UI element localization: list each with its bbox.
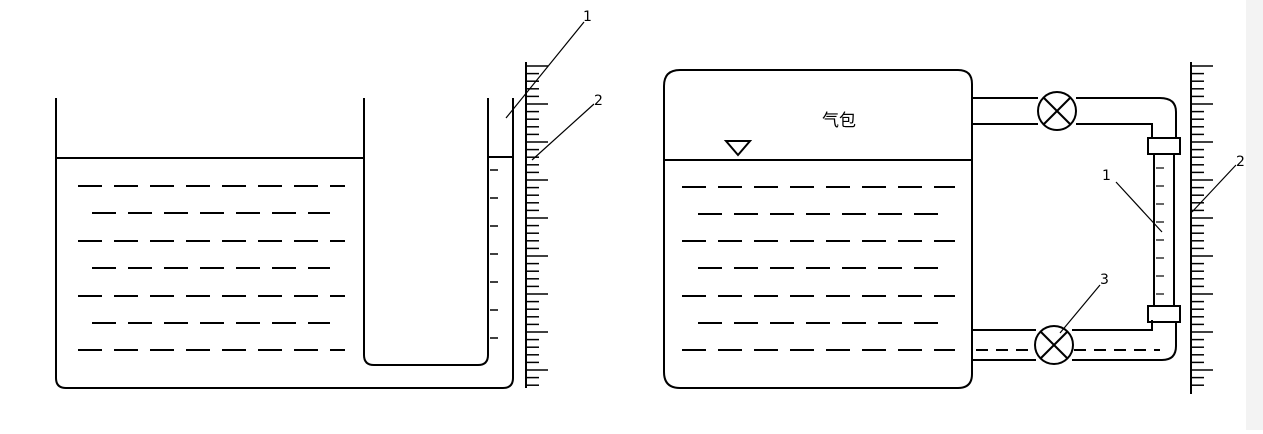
top-pipe-inner — [972, 123, 1153, 138]
left-callout-1-label: 1 — [583, 9, 592, 25]
right-callout-2: 2 — [1191, 154, 1245, 213]
left-gauge-ticks — [490, 169, 498, 339]
bottom-pipe-inner — [972, 320, 1153, 331]
right-callout-3: 3 — [1059, 272, 1109, 334]
left-callout-1: 1 — [505, 9, 592, 119]
top-pipe-outer — [972, 97, 1177, 138]
drum-body — [663, 69, 973, 389]
gauge-bottom-fitting — [1147, 305, 1181, 323]
left-callout-2: 2 — [531, 93, 603, 161]
right-callout-1-label: 1 — [1102, 168, 1111, 184]
left-vessel-outline — [55, 98, 514, 389]
right-callout-2-label: 2 — [1236, 154, 1245, 170]
gauge-glass-ticks — [1156, 167, 1164, 295]
right-callout-3-label: 3 — [1100, 272, 1109, 288]
right-scale-ruler — [1190, 62, 1213, 394]
left-figure — [55, 98, 514, 389]
left-u-tube-inner — [363, 98, 489, 366]
gauge-top-fitting — [1147, 137, 1181, 155]
water-level-triangle-icon — [723, 140, 753, 157]
bottom-pipe-outer — [1072, 322, 1177, 361]
right-callout-1: 1 — [1102, 168, 1163, 233]
left-scale-ruler — [525, 62, 548, 388]
bottom-valve-icon — [1034, 325, 1074, 365]
right-figure — [663, 69, 1181, 389]
right-edge-strip — [1246, 0, 1263, 430]
top-valve-icon — [1037, 91, 1077, 131]
left-callout-2-label: 2 — [594, 93, 603, 109]
right-liquid-dashes — [682, 186, 1160, 351]
drum-label: 气包 — [822, 111, 856, 131]
left-liquid-dashes — [78, 185, 345, 351]
